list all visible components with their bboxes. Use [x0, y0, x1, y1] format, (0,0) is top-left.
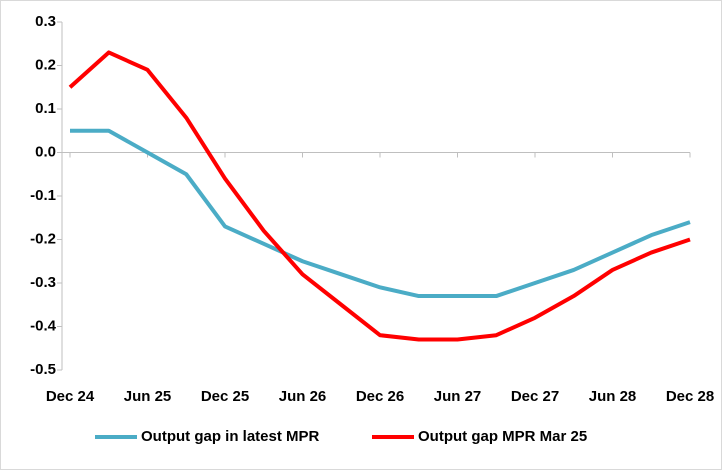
x-tick-label: Jun 25: [124, 388, 172, 405]
x-tick-label: Dec 25: [201, 388, 249, 405]
x-tick-label: Dec 28: [666, 388, 714, 405]
y-tick-label: -0.3: [30, 274, 56, 291]
y-tick-label: 0.1: [35, 100, 56, 117]
y-tick-label: 0.2: [35, 56, 56, 73]
x-tick-label: Dec 27: [511, 388, 559, 405]
series-line: [68, 50, 691, 342]
y-tick-label: 0.3: [35, 13, 56, 30]
x-tick-label: Dec 26: [356, 388, 404, 405]
y-tick-label: 0.0: [35, 143, 56, 160]
series-line: [70, 128, 691, 299]
x-tick-label: Dec 24: [46, 388, 95, 405]
y-tick-label: -0.5: [30, 361, 56, 378]
legend-label: Output gap in latest MPR: [141, 428, 319, 445]
legend-label: Output gap MPR Mar 25: [418, 428, 587, 445]
x-tick-label: Jun 28: [589, 388, 637, 405]
y-tick-label: -0.4: [30, 317, 57, 334]
y-tick-label: -0.2: [30, 230, 56, 247]
x-tick-label: Jun 26: [279, 388, 327, 405]
y-tick-label: -0.1: [30, 187, 56, 204]
x-tick-label: Jun 27: [434, 388, 482, 405]
